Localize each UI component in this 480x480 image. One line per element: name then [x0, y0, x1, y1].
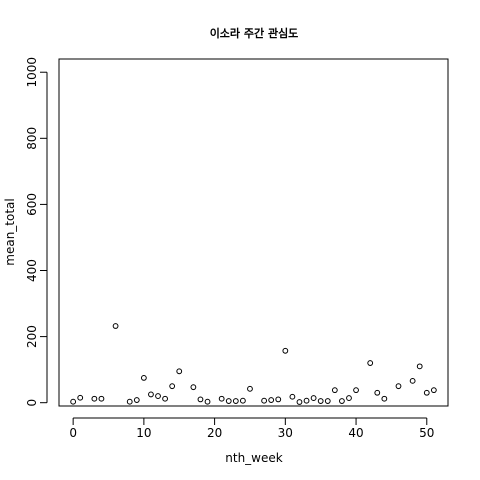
- data-point: [225, 398, 232, 404]
- data-point: [98, 395, 105, 402]
- x-axis-label: nth_week: [225, 451, 282, 465]
- data-point: [339, 398, 345, 404]
- y-tick-label: 400: [25, 259, 39, 282]
- data-point: [381, 395, 388, 402]
- x-tick-label: 40: [348, 426, 363, 440]
- data-point: [282, 347, 289, 354]
- data-point: [190, 384, 197, 391]
- x-tick-label: 0: [69, 426, 77, 440]
- y-tick-label: 0: [25, 399, 39, 407]
- data-point: [374, 389, 381, 396]
- data-point: [331, 387, 338, 394]
- plot-frame: [58, 58, 449, 407]
- data-point: [310, 395, 317, 401]
- data-point: [148, 391, 154, 398]
- y-tick-label: 600: [25, 193, 39, 216]
- data-point: [112, 323, 119, 329]
- data-point: [268, 397, 275, 403]
- data-point: [218, 395, 225, 402]
- data-point: [324, 398, 331, 404]
- data-point: [91, 395, 98, 402]
- x-tick-label: 20: [207, 426, 222, 440]
- data-point: [239, 397, 246, 404]
- chart-title: 이소라 주간 관심도: [210, 26, 299, 40]
- y-tick-label: 800: [25, 127, 39, 150]
- data-point: [416, 363, 423, 370]
- data-point: [346, 395, 352, 401]
- data-point: [197, 396, 204, 403]
- data-point: [261, 397, 268, 404]
- data-point: [176, 368, 183, 375]
- data-point: [409, 377, 416, 384]
- data-points: [70, 323, 437, 405]
- data-point: [423, 389, 430, 396]
- x-tick-label: 10: [136, 426, 151, 440]
- data-point: [247, 385, 253, 392]
- data-point: [289, 393, 296, 400]
- data-point: [169, 383, 176, 390]
- data-point: [140, 375, 147, 381]
- y-axis: 0 200 400 600 800 1000: [25, 57, 48, 407]
- data-point: [430, 387, 437, 394]
- y-tick-label: 1000: [25, 57, 39, 88]
- data-point: [232, 398, 239, 404]
- x-tick-label: 30: [278, 426, 293, 440]
- data-point: [204, 398, 211, 405]
- data-point: [367, 360, 374, 366]
- data-point: [155, 393, 161, 399]
- data-point: [353, 387, 359, 394]
- data-point: [296, 399, 303, 405]
- data-point: [317, 398, 324, 404]
- data-point: [77, 394, 84, 401]
- x-axis: 0 10 20 30 40 50: [69, 417, 434, 440]
- data-point: [395, 383, 402, 390]
- data-point: [275, 396, 282, 403]
- x-tick-label: 50: [419, 426, 434, 440]
- y-axis-label: mean_total: [3, 198, 17, 265]
- data-point: [162, 395, 168, 402]
- data-point: [126, 398, 133, 405]
- data-point: [133, 397, 140, 403]
- data-point: [70, 398, 77, 405]
- y-tick-label: 200: [25, 325, 39, 348]
- data-point: [303, 397, 310, 404]
